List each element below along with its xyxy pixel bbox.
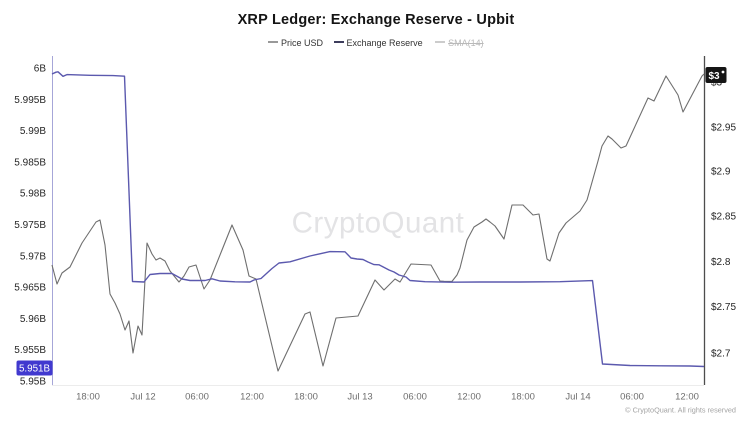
- svg-text:5.951B: 5.951B: [19, 364, 51, 375]
- svg-text:06:00: 06:00: [620, 392, 644, 403]
- svg-text:5.96B: 5.96B: [20, 314, 46, 325]
- svg-text:12:00: 12:00: [457, 392, 481, 403]
- svg-text:$2.95: $2.95: [711, 123, 736, 134]
- svg-text:12:00: 12:00: [240, 392, 264, 403]
- svg-text:Jul 14: Jul 14: [565, 392, 590, 403]
- svg-text:$3: $3: [708, 71, 720, 82]
- svg-text:© CryptoQuant. All rights rese: © CryptoQuant. All rights reserved: [625, 406, 736, 415]
- svg-text:$2.8: $2.8: [711, 257, 731, 268]
- svg-text:5.965B: 5.965B: [14, 283, 46, 294]
- svg-text:$2.85: $2.85: [711, 212, 736, 223]
- svg-text:18:00: 18:00: [294, 392, 318, 403]
- svg-text:06:00: 06:00: [185, 392, 209, 403]
- svg-text:5.95B: 5.95B: [20, 377, 46, 388]
- svg-text:$2.7: $2.7: [711, 349, 731, 360]
- svg-text:Jul 13: Jul 13: [347, 392, 372, 403]
- svg-text:Jul 12: Jul 12: [130, 392, 155, 403]
- svg-text:5.98B: 5.98B: [20, 189, 46, 200]
- svg-text:12:00: 12:00: [675, 392, 699, 403]
- svg-text:5.97B: 5.97B: [20, 251, 46, 262]
- svg-text:CryptoQuant: CryptoQuant: [292, 207, 465, 240]
- svg-text:5.955B: 5.955B: [14, 345, 46, 356]
- svg-text:5.995B: 5.995B: [14, 95, 46, 106]
- svg-text:18:00: 18:00: [511, 392, 535, 403]
- svg-text:$2.75: $2.75: [711, 302, 736, 313]
- svg-text:06:00: 06:00: [403, 392, 427, 403]
- svg-text:5.975B: 5.975B: [14, 220, 46, 231]
- svg-text:$2.9: $2.9: [711, 167, 731, 178]
- svg-text:5.99B: 5.99B: [20, 126, 46, 137]
- svg-text:6B: 6B: [34, 64, 47, 75]
- svg-text:18:00: 18:00: [76, 392, 100, 403]
- svg-text:5.985B: 5.985B: [14, 157, 46, 168]
